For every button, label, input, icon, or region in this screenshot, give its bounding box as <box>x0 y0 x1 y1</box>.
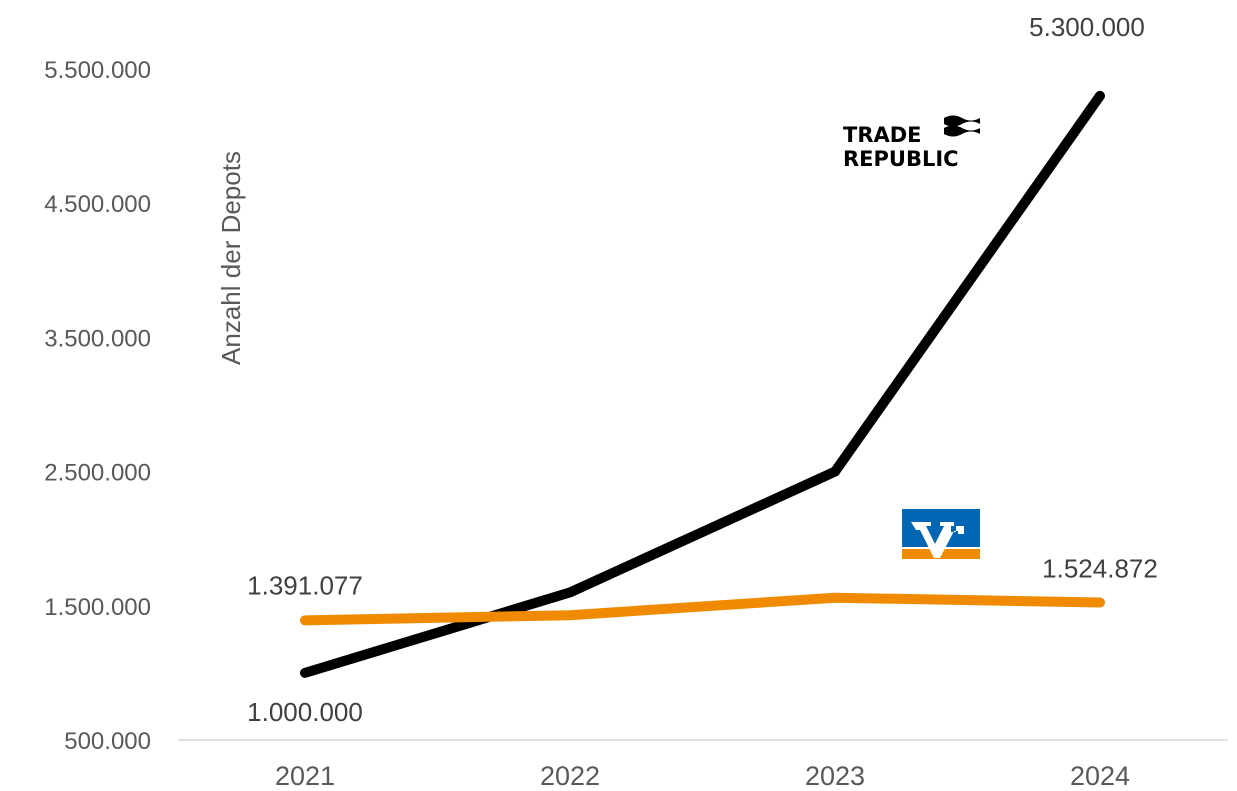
y-tick-label: 1.500.000 <box>44 594 151 621</box>
series-line-trade-republic <box>300 90 1105 678</box>
volksbank-raiffeisenbank-logo <box>902 509 980 559</box>
data-labels: 1.000.000 5.300.000 1.391.077 1.524.872 <box>247 12 1158 727</box>
x-axis-ticks: 2021 2022 2023 2024 <box>275 761 1130 791</box>
trade-republic-logo: TRADE REPUBLIC <box>843 115 980 171</box>
y-tick-label: 500.000 <box>64 728 151 755</box>
trade-republic-waves-icon <box>944 115 980 137</box>
x-tick-label: 2022 <box>540 761 600 791</box>
data-label: 1.524.872 <box>1042 553 1158 583</box>
y-axis-ticks: 500.000 1.500.000 2.500.000 3.500.000 4.500.… <box>44 57 151 755</box>
data-label: 5.300.000 <box>1029 12 1145 42</box>
series-layer <box>300 90 1105 678</box>
series-line-volksbank-raiffeisenbank <box>300 592 1105 626</box>
trade-republic-logo-line2: REPUBLIC <box>843 147 959 171</box>
data-label: 1.391.077 <box>247 570 363 600</box>
x-tick-label: 2023 <box>805 761 865 791</box>
y-tick-label: 2.500.000 <box>44 460 151 487</box>
y-axis-title: Anzahl der Depots <box>216 151 246 365</box>
vr-logo-mark-icon <box>911 522 964 558</box>
y-tick-label: 5.500.000 <box>44 57 151 84</box>
y-tick-label: 3.500.000 <box>44 325 151 352</box>
x-tick-label: 2024 <box>1070 761 1130 791</box>
data-label: 1.000.000 <box>247 697 363 727</box>
y-tick-label: 4.500.000 <box>44 191 151 218</box>
x-tick-label: 2021 <box>275 761 335 791</box>
trade-republic-logo-line1: TRADE <box>843 123 922 147</box>
